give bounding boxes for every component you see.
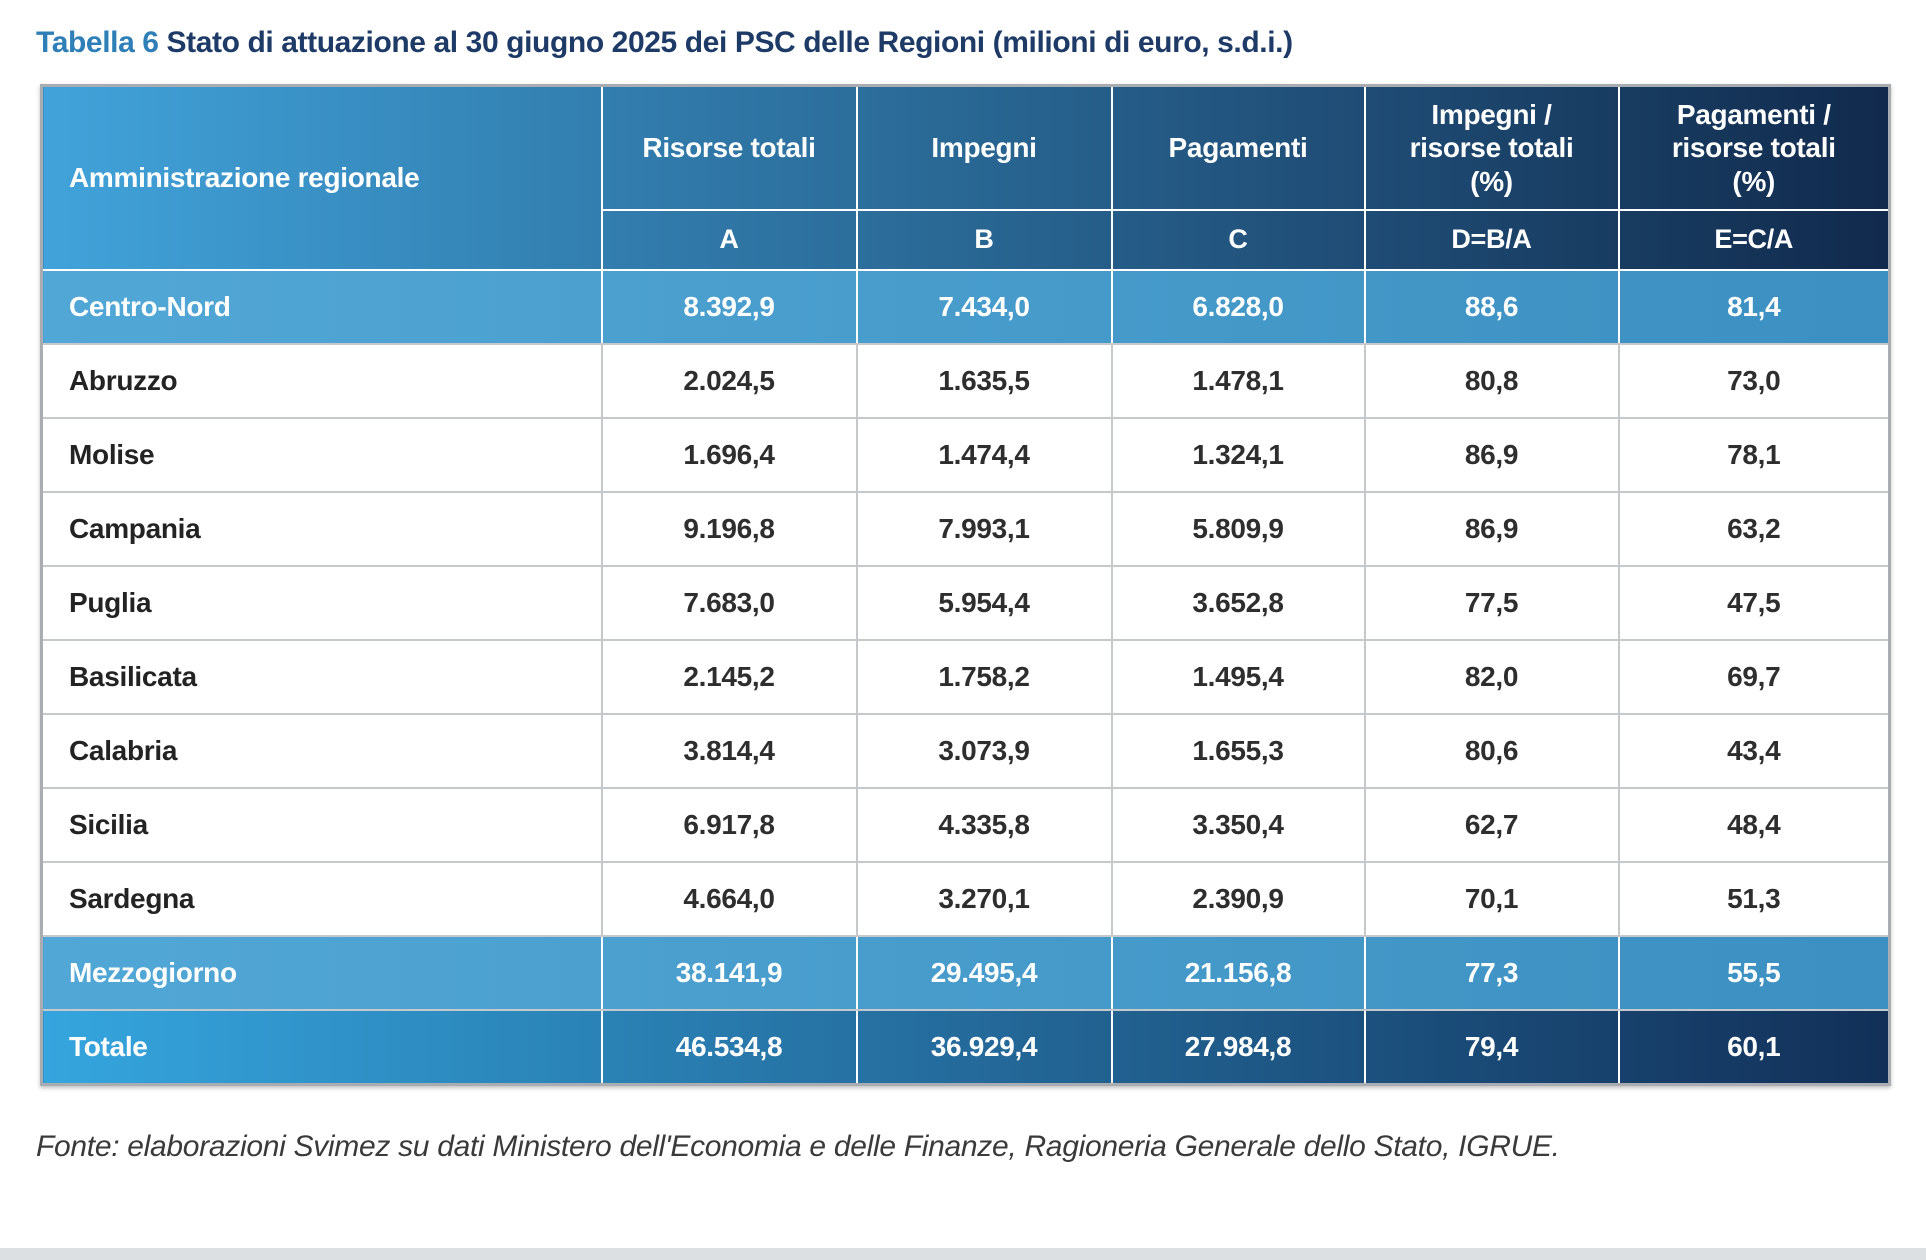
value-cell: 1.478,1: [1110, 343, 1366, 419]
value-cell: 51,3: [1617, 861, 1891, 937]
table-row-mezzogiorno: Mezzogiorno 38.141,9 29.495,4 21.156,8 77,3 5…: [40, 935, 1891, 1011]
value-cell: 29.495,4: [855, 935, 1113, 1011]
column-code-d: D=B/A: [1363, 209, 1620, 271]
value-cell: 78,1: [1617, 417, 1891, 493]
value-cell: 4.664,0: [600, 861, 858, 937]
value-cell: 70,1: [1363, 861, 1620, 937]
table-row-calabria: Calabria 3.814,4 3.073,9 1.655,3 80,6 43,4: [40, 713, 1891, 789]
value-cell: 1.474,4: [855, 417, 1113, 493]
value-cell: 3.652,8: [1110, 565, 1366, 641]
value-cell: 73,0: [1617, 343, 1891, 419]
table-row-totale: Totale 46.534,8 36.929,4 27.984,8 79,4 60,1: [40, 1009, 1891, 1085]
table-row-basilicata: Basilicata 2.145,2 1.758,2 1.495,4 82,0 69,7: [40, 639, 1891, 715]
region-name: Centro-Nord: [40, 269, 603, 345]
table-title: Tabella 6 Stato di attuazione al 30 giug…: [36, 26, 1926, 60]
value-cell: 77,5: [1363, 565, 1620, 641]
source-note: Fonte: elaborazioni Svimez su dati Minis…: [36, 1129, 1560, 1163]
value-cell: 1.758,2: [855, 639, 1113, 715]
psc-table: Amministrazione regionale Risorse totali…: [40, 84, 1891, 1086]
value-cell: 1.635,5: [855, 343, 1113, 419]
value-cell: 21.156,8: [1110, 935, 1366, 1011]
value-cell: 48,4: [1617, 787, 1891, 863]
value-cell: 36.929,4: [855, 1009, 1113, 1085]
value-cell: 62,7: [1363, 787, 1620, 863]
value-cell: 60,1: [1617, 1009, 1891, 1085]
value-cell: 69,7: [1617, 639, 1891, 715]
table-header: Amministrazione regionale Risorse totali…: [40, 84, 1891, 271]
value-cell: 4.335,8: [855, 787, 1113, 863]
value-cell: 80,6: [1363, 713, 1620, 789]
value-cell: 5.954,4: [855, 565, 1113, 641]
column-code-c: C: [1110, 209, 1366, 271]
value-cell: 27.984,8: [1110, 1009, 1366, 1085]
value-cell: 6.828,0: [1110, 269, 1366, 345]
region-name: Mezzogiorno: [40, 935, 603, 1011]
column-header-pagamenti-su-risorse: Pagamenti / risorse totali (%): [1617, 84, 1891, 211]
column-header-risorse-totali: Risorse totali: [600, 84, 858, 211]
table-row-puglia: Puglia 7.683,0 5.954,4 3.652,8 77,5 47,5: [40, 565, 1891, 641]
table-row-sicilia: Sicilia 6.917,8 4.335,8 3.350,4 62,7 48,4: [40, 787, 1891, 863]
value-cell: 7.993,1: [855, 491, 1113, 567]
table-row-abruzzo: Abruzzo 2.024,5 1.635,5 1.478,1 80,8 73,0: [40, 343, 1891, 419]
value-cell: 1.495,4: [1110, 639, 1366, 715]
value-cell: 3.270,1: [855, 861, 1113, 937]
region-name: Campania: [40, 491, 603, 567]
region-name: Totale: [40, 1009, 603, 1085]
value-cell: 1.696,4: [600, 417, 858, 493]
value-cell: 2.024,5: [600, 343, 858, 419]
value-cell: 43,4: [1617, 713, 1891, 789]
value-cell: 81,4: [1617, 269, 1891, 345]
value-cell: 82,0: [1363, 639, 1620, 715]
region-name: Puglia: [40, 565, 603, 641]
table-body: Centro-Nord 8.392,9 7.434,0 6.828,0 88,6 81,4…: [40, 269, 1891, 1085]
bottom-bar: [0, 1248, 1926, 1260]
value-cell: 3.350,4: [1110, 787, 1366, 863]
value-cell: 6.917,8: [600, 787, 858, 863]
value-cell: 77,3: [1363, 935, 1620, 1011]
value-cell: 55,5: [1617, 935, 1891, 1011]
table-title-label: Tabella 6: [36, 26, 159, 59]
value-cell: 1.324,1: [1110, 417, 1366, 493]
value-cell: 7.434,0: [855, 269, 1113, 345]
value-cell: 38.141,9: [600, 935, 858, 1011]
value-cell: 80,8: [1363, 343, 1620, 419]
region-name: Basilicata: [40, 639, 603, 715]
value-cell: 86,9: [1363, 491, 1620, 567]
column-header-amministrazione: Amministrazione regionale: [40, 84, 603, 271]
value-cell: 46.534,8: [600, 1009, 858, 1085]
column-code-b: B: [855, 209, 1113, 271]
region-name: Sicilia: [40, 787, 603, 863]
region-name: Molise: [40, 417, 603, 493]
table-row-centro-nord: Centro-Nord 8.392,9 7.434,0 6.828,0 88,6 81,4: [40, 269, 1891, 345]
region-name: Sardegna: [40, 861, 603, 937]
table-row-sardegna: Sardegna 4.664,0 3.270,1 2.390,9 70,1 51,3: [40, 861, 1891, 937]
column-code-e: E=C/A: [1617, 209, 1891, 271]
value-cell: 3.073,9: [855, 713, 1113, 789]
value-cell: 7.683,0: [600, 565, 858, 641]
value-cell: 47,5: [1617, 565, 1891, 641]
table-row-campania: Campania 9.196,8 7.993,1 5.809,9 86,9 63,2: [40, 491, 1891, 567]
value-cell: 2.145,2: [600, 639, 858, 715]
column-header-impegni: Impegni: [855, 84, 1113, 211]
value-cell: 1.655,3: [1110, 713, 1366, 789]
value-cell: 9.196,8: [600, 491, 858, 567]
column-header-pagamenti: Pagamenti: [1110, 84, 1366, 211]
table-title-text: Stato di attuazione al 30 giugno 2025 de…: [166, 26, 1294, 59]
value-cell: 8.392,9: [600, 269, 858, 345]
region-name: Abruzzo: [40, 343, 603, 419]
table-row-molise: Molise 1.696,4 1.474,4 1.324,1 86,9 78,1: [40, 417, 1891, 493]
value-cell: 86,9: [1363, 417, 1620, 493]
value-cell: 88,6: [1363, 269, 1620, 345]
value-cell: 63,2: [1617, 491, 1891, 567]
value-cell: 3.814,4: [600, 713, 858, 789]
column-code-a: A: [600, 209, 858, 271]
region-name: Calabria: [40, 713, 603, 789]
value-cell: 79,4: [1363, 1009, 1620, 1085]
column-header-impegni-su-risorse: Impegni / risorse totali (%): [1363, 84, 1620, 211]
value-cell: 2.390,9: [1110, 861, 1366, 937]
value-cell: 5.809,9: [1110, 491, 1366, 567]
